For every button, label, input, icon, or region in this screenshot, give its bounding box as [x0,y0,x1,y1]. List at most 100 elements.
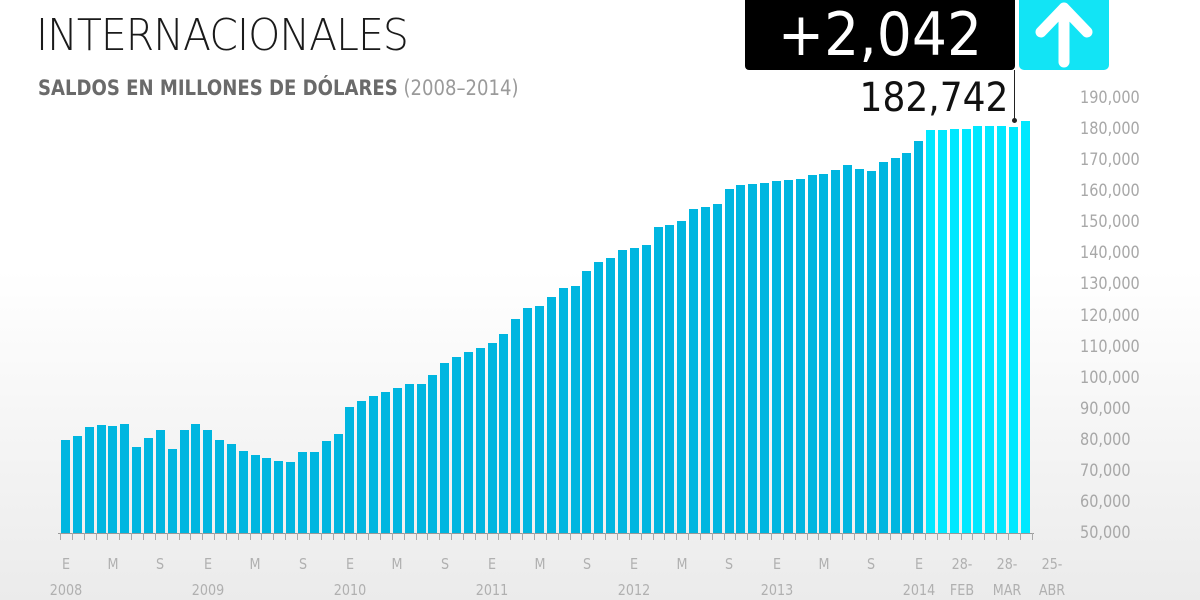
bar [238,450,248,533]
delta-value: +2,042 [777,0,983,70]
x-tick [261,533,263,540]
x-tick [391,533,393,540]
x-tick [865,533,867,540]
bar [179,429,189,533]
x-tick [889,533,891,540]
x-tick [379,533,381,540]
leader-dot [1012,118,1017,123]
bar [629,248,639,533]
x-tick [901,533,903,540]
x-tick [913,533,915,540]
bar [167,449,177,533]
x-tick [1008,533,1009,540]
x-year-label: 2010 [333,581,367,599]
delta-badge: +2,042 [745,0,1015,70]
bar [712,204,722,533]
x-tick [996,533,998,540]
x-tick [782,533,784,540]
x-tick [960,533,962,540]
x-month-label: M [107,555,119,573]
bar [617,250,627,533]
x-month-label: S [725,555,734,573]
bar [535,306,544,533]
bar [333,433,343,533]
x-tick [474,533,476,540]
x-month-label: S [582,555,591,573]
x-tick [747,533,749,540]
x-tick [498,533,500,540]
bar [783,180,793,533]
x-tick [119,533,121,540]
bar [226,443,236,533]
bar [191,423,201,533]
x-month-label: M [676,555,688,573]
x-month-label: E [488,555,497,573]
x-month-label: E [203,555,212,573]
bar [120,423,130,533]
bar [84,427,94,533]
bar [428,374,438,533]
bar [878,162,888,533]
bar [665,225,675,533]
bar [463,351,473,533]
bar [926,130,936,533]
y-tick-label: 170,000 [1080,150,1140,171]
bar [440,362,450,533]
bar [215,439,225,533]
x-tick [771,533,772,540]
x-tick [593,533,595,540]
y-tick-label: 160,000 [1080,181,1140,202]
x-tick [60,533,61,540]
x-year-label: 2009 [191,581,224,599]
bar [499,334,509,533]
x-month-label: S [156,555,165,573]
x-tick [190,533,192,540]
x-tick [759,533,761,540]
bar [961,129,971,533]
bar [594,262,604,533]
x-tick [984,533,986,540]
x-tick [557,533,559,540]
x-tick [853,533,855,540]
bar [511,318,521,533]
x-month-label: E [772,555,781,573]
x-month-label: 28- [996,555,1018,573]
bar [380,391,390,533]
bar [866,171,876,533]
x-year-label: 2013 [760,581,793,599]
bar [997,125,1007,533]
x-tick [403,533,405,540]
bar [949,128,959,533]
x-month-label: 25- [1041,555,1063,573]
y-tick-label: 60,000 [1080,491,1131,512]
bar [854,169,864,533]
bar [143,437,153,533]
x-tick [427,533,429,540]
bar [807,175,817,533]
bar [724,189,734,533]
x-tick [439,533,441,540]
x-tick [794,533,796,540]
x-tick [154,533,156,540]
y-tick-label: 190,000 [1080,88,1140,108]
y-tick-label: 140,000 [1080,243,1140,264]
x-tick [723,533,725,540]
bar [452,356,462,533]
bar [736,185,746,533]
y-tick-label: 150,000 [1080,212,1140,233]
x-tick [237,533,239,540]
x-tick [202,533,204,540]
x-tick [616,533,618,540]
bar-chart: E M S E M S E M S E M S E M S E M S E 28- 28- 25- 2008 2009 2010… [49,120,1065,599]
x-tick [972,533,974,540]
x-tick [676,533,678,540]
x-tick [415,533,417,540]
x-tick [806,533,808,540]
x-tick [486,533,488,540]
y-tick-label: 70,000 [1080,460,1131,481]
bar [309,451,319,533]
x-tick [273,533,275,540]
x-tick [510,533,512,540]
arrow-up-icon [1035,2,1093,68]
x-tick [640,533,642,540]
